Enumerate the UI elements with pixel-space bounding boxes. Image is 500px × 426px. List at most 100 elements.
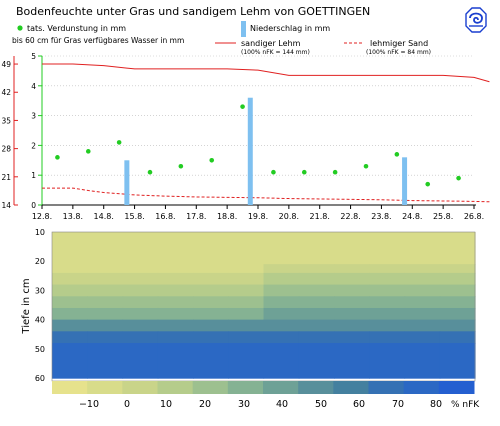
heatmap-cell — [369, 307, 406, 321]
heatmap-cell — [157, 296, 194, 309]
legend-loamy-sand-sub: (100% nFK = 84 mm) — [366, 49, 431, 56]
heatmap-yticks: 10 20 30 40 50 60 — [35, 228, 45, 383]
heatmap-cell — [263, 264, 300, 274]
heatmap-cell — [439, 343, 476, 379]
heatmap-cell — [228, 307, 265, 321]
heatmap-cell — [122, 296, 159, 309]
evaporation-point — [332, 169, 338, 175]
colorbar-swatch — [298, 381, 334, 394]
colorbar-swatch — [52, 381, 88, 394]
heatmap-cell — [228, 296, 265, 309]
heatmap-cell — [122, 343, 159, 379]
right-axis-tick-label: 3 — [31, 112, 36, 121]
precipitation-bar — [124, 160, 130, 205]
evaporation-point — [55, 155, 60, 160]
heatmap-cell — [122, 319, 159, 332]
heatmap-cell — [87, 319, 124, 332]
right-axis-tick-label: 5 — [31, 52, 36, 61]
right-axis-tick-label: 2 — [31, 141, 36, 150]
heatmap-cell — [52, 296, 88, 309]
legend-precip-marker — [241, 21, 246, 37]
heatmap-cell — [157, 319, 194, 332]
colorbar-label: 10 — [160, 399, 172, 410]
sandy-loam-line — [42, 63, 490, 83]
heatmap-cell — [439, 319, 476, 332]
x-axis-tick-label: 23.8. — [371, 212, 391, 221]
heatmap-ytick-label: 40 — [35, 316, 45, 325]
heatmap-cell — [52, 246, 88, 265]
heatmap-cell — [369, 296, 406, 309]
heatmap-cell — [87, 296, 124, 309]
left-axis-tick-label: 28 — [1, 145, 11, 154]
heatmap-cell — [87, 331, 124, 344]
heatmap-cell — [334, 264, 370, 274]
x-axis-tick-label: 18.8. — [217, 212, 237, 221]
heatmap-cell — [87, 307, 124, 321]
x-axis-tick-label: 24.8. — [402, 212, 422, 221]
heatmap-cell — [228, 232, 265, 248]
x-axis-tick-label: 17.8. — [186, 212, 206, 221]
heatmap-cell — [157, 272, 194, 286]
heatmap-cell — [298, 331, 335, 344]
right-axis-tick-label: 0 — [31, 201, 36, 210]
heatmap-cell — [263, 296, 300, 309]
colorbar-swatch — [368, 381, 405, 394]
heatmap-cell — [193, 232, 229, 248]
heatmap-cell — [298, 319, 335, 332]
x-axis-tick-label: 15.8. — [124, 212, 144, 221]
right-axis-tick-label: 4 — [31, 82, 36, 91]
colorbar-label: 80 — [430, 399, 442, 410]
heatmap-cell — [87, 284, 124, 297]
heatmap-cell — [122, 232, 159, 248]
heatmap-cell — [439, 272, 476, 286]
colorbar-label: 40 — [276, 399, 288, 410]
colorbar-swatch — [403, 381, 440, 394]
heatmap-cell — [404, 319, 441, 332]
heatmap-cell — [439, 284, 476, 297]
heatmap-cell — [263, 343, 300, 379]
heatmap-cell — [228, 264, 265, 274]
heatmap-cell — [52, 307, 88, 321]
heatmap-cell — [52, 232, 88, 248]
colorbar-swatch — [157, 381, 194, 394]
heatmap-cell — [334, 331, 370, 344]
heatmap-cell — [87, 272, 124, 286]
loamy-sand-line — [42, 187, 490, 203]
heatmap-cell — [404, 232, 441, 248]
colorbar-swatch — [122, 381, 158, 394]
heatmap-cell — [439, 296, 476, 309]
evaporation-point — [178, 163, 184, 169]
heatmap-cell — [228, 246, 265, 265]
heatmap-cell — [369, 232, 406, 248]
colorbar-swatch — [333, 381, 369, 394]
left-axis-tick-label: 21 — [1, 173, 11, 182]
legend-loamy-sand-label: lehmiger Sand — [370, 39, 428, 48]
heatmap-cell — [439, 232, 476, 248]
legend-precip-label: Niederschlag in mm — [250, 24, 330, 33]
colorbar-label: 70 — [392, 399, 404, 410]
heatmap-cell — [334, 246, 370, 265]
left-axis-tick-label: 42 — [1, 88, 11, 97]
heatmap-cell — [52, 264, 88, 274]
heatmap-cell — [122, 331, 159, 344]
heatmap-cell — [298, 232, 335, 248]
x-axis-tick-label: 20.8. — [279, 212, 299, 221]
heatmap-cell — [157, 232, 194, 248]
heatmap-cell — [228, 331, 265, 344]
top-chart-series — [42, 63, 490, 205]
heatmap-cell — [439, 307, 476, 321]
evaporation-point — [425, 181, 431, 187]
heatmap-cell — [87, 232, 124, 248]
heatmap-cell — [193, 331, 229, 344]
heatmap-cell — [334, 343, 370, 379]
heatmap-cell — [157, 331, 194, 344]
heatmap-cell — [263, 319, 300, 332]
heatmap-cell — [193, 264, 229, 274]
colorbar-swatch — [227, 381, 264, 394]
heatmap-ytick-label: 10 — [35, 228, 45, 237]
evaporation-point — [116, 140, 122, 145]
heatmap-cell — [263, 331, 300, 344]
heatmap-cell — [263, 272, 300, 286]
heatmap-cell — [298, 307, 335, 321]
